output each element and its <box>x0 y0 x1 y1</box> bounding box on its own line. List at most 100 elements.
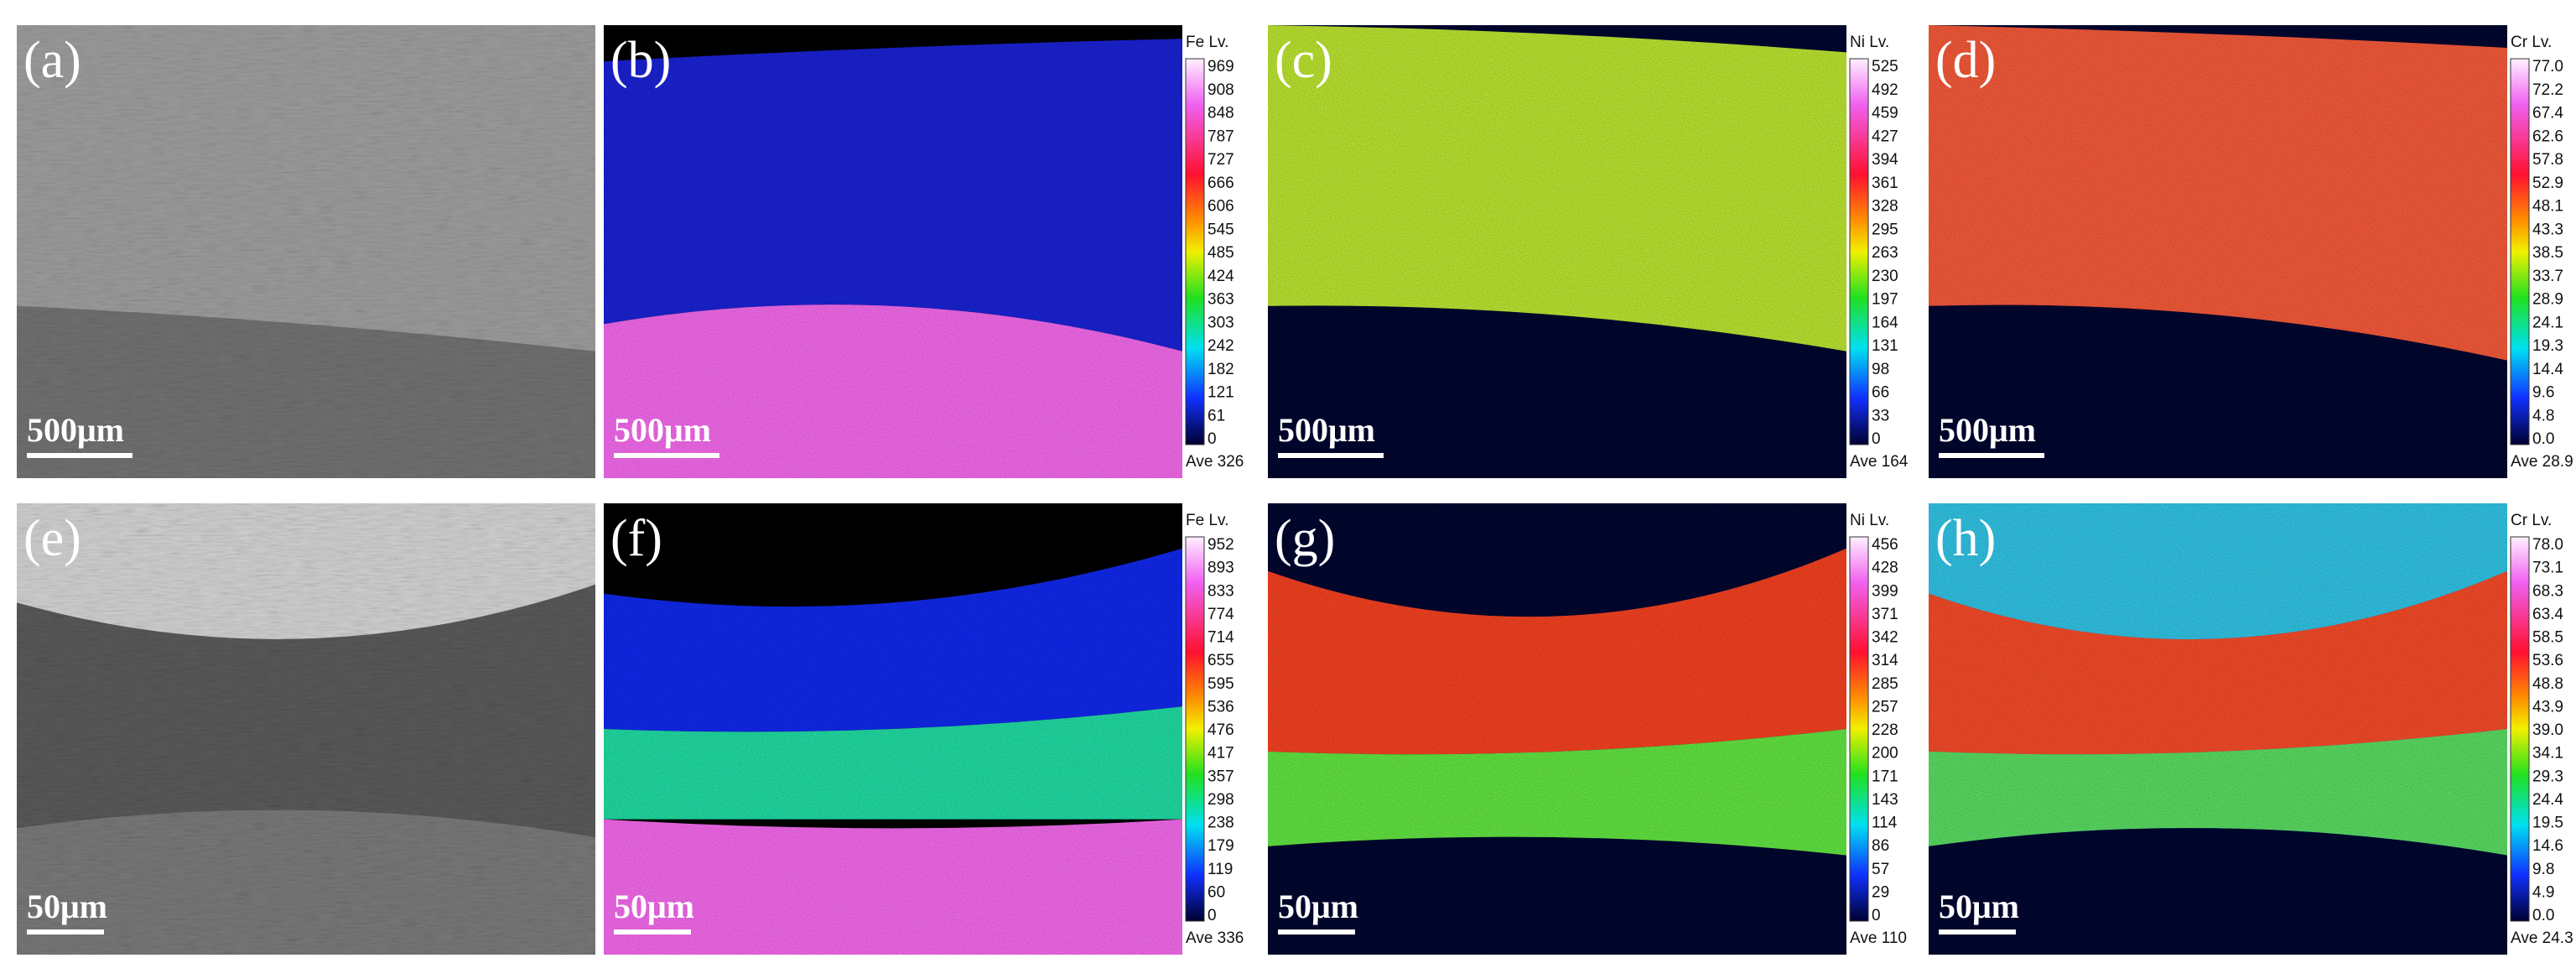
colorbar <box>1185 58 1205 445</box>
colorbar-tick-label: 114 <box>1872 815 1898 832</box>
colorbar-tick-label: 417 <box>1208 745 1234 763</box>
colorbar-tick-label: 787 <box>1208 128 1234 145</box>
colorbar-title: Fe Lv. <box>1186 34 1228 51</box>
colorbar-tick-label: 164 <box>1872 314 1898 331</box>
colorbar-tick-label: 342 <box>1872 629 1898 647</box>
colorbar-tick-label: 536 <box>1208 698 1234 716</box>
colorbar-tick-label: 0.0 <box>2532 430 2554 448</box>
scale-bar-label: 50μm <box>27 888 107 925</box>
colorbar-tick-label: 371 <box>1872 606 1898 623</box>
colorbar-average: Ave 28.9 <box>2511 453 2573 471</box>
scale-bar <box>1939 929 2016 935</box>
colorbar-tick-label: 28.9 <box>2532 291 2563 309</box>
scale-bar <box>27 929 104 935</box>
colorbar-tick-label: 361 <box>1872 174 1898 192</box>
colorbar-tick-label: 200 <box>1872 745 1898 763</box>
panel-label: (d) <box>1935 32 1996 89</box>
colorbar-title: Cr Lv. <box>2511 512 2552 529</box>
colorbar-tick-label: 72.2 <box>2532 81 2563 99</box>
panel: (d) 500μm Cr Lv. 77.0 72.2 67.4 62.6 57.8 52.9 48… <box>1929 25 2573 478</box>
colorbar <box>1185 536 1205 922</box>
colorbar-tick-label: 14.4 <box>2532 361 2563 378</box>
colorbar-tick-label: 197 <box>1872 291 1898 309</box>
panel: (f) 50μm Fe Lv. 952 893 833 774 714 655 595 536 476… <box>604 503 1244 955</box>
colorbar-tick-label: 121 <box>1208 384 1234 402</box>
colorbar-tick-label: 394 <box>1872 151 1898 169</box>
scale-bar-label: 50μm <box>1278 888 1358 925</box>
colorbar-tick-label: 727 <box>1208 151 1234 169</box>
colorbar-tick-label: 78.0 <box>2532 536 2563 554</box>
colorbar-tick-label: 14.6 <box>2532 837 2563 855</box>
colorbar-tick-label: 969 <box>1208 58 1234 75</box>
colorbar-tick-label: 848 <box>1208 105 1234 122</box>
panel: (h) 50μm Cr Lv. 78.0 73.1 68.3 63.4 58.5 53.6 48.… <box>1929 503 2573 955</box>
scale-bar-label: 500μm <box>27 411 124 449</box>
panel: (b) 500μm Fe Lv. 969 908 848 787 727 666 606 545 48… <box>604 25 1244 478</box>
colorbar-tick-label: 0 <box>1872 907 1881 924</box>
speckle <box>1929 503 2507 955</box>
colorbar-title: Fe Lv. <box>1186 512 1228 529</box>
colorbar-average: Ave 336 <box>1186 929 1244 947</box>
colorbar-tick-label: 171 <box>1872 768 1898 785</box>
colorbar-tick-label: 33.7 <box>2532 268 2563 285</box>
colorbar-tick-label: 357 <box>1208 768 1234 785</box>
texture <box>17 503 595 955</box>
colorbar-tick-label: 485 <box>1208 244 1234 262</box>
scale-bar-label: 50μm <box>1939 888 2019 925</box>
colorbar-tick-label: 9.8 <box>2532 861 2554 878</box>
colorbar-tick-label: 48.8 <box>2532 675 2563 693</box>
colorbar-tick-label: 43.9 <box>2532 698 2563 716</box>
colorbar-tick-label: 295 <box>1872 221 1898 238</box>
panel-label: (a) <box>23 32 81 89</box>
colorbar-tick-label: 263 <box>1872 244 1898 262</box>
colorbar-tick-label: 238 <box>1208 815 1234 832</box>
colorbar-tick-label: 29 <box>1872 883 1889 901</box>
colorbar-tick-label: 66 <box>1872 384 1889 402</box>
scale-bar <box>1278 929 1355 935</box>
colorbar-tick-label: 0 <box>1872 430 1881 448</box>
colorbar-tick-label: 68.3 <box>2532 582 2563 600</box>
colorbar-tick-label: 298 <box>1208 791 1234 809</box>
colorbar <box>1849 536 1869 922</box>
colorbar-tick-label: 952 <box>1208 536 1234 554</box>
colorbar-tick-label: 492 <box>1872 81 1898 99</box>
scale-bar <box>27 453 132 458</box>
colorbar-tick-label: 595 <box>1208 675 1234 693</box>
colorbar-tick-label: 525 <box>1872 58 1898 75</box>
panel-label: (e) <box>23 510 81 567</box>
colorbar-tick-label: 4.8 <box>2532 407 2554 424</box>
colorbar-tick-label: 58.5 <box>2532 629 2563 647</box>
panel-label: (b) <box>610 32 671 89</box>
colorbar-tick-label: 833 <box>1208 582 1234 600</box>
colorbar-tick-label: 314 <box>1872 652 1898 669</box>
colorbar-tick-label: 67.4 <box>2532 105 2563 122</box>
colorbar-tick-label: 61 <box>1208 407 1225 424</box>
panel-label: (h) <box>1935 510 1996 567</box>
colorbar-tick-label: 24.1 <box>2532 314 2563 331</box>
panel: (c) 500μm Ni Lv. 525 492 459 427 394 361 328 295 26… <box>1268 25 1909 478</box>
colorbar-tick-label: 714 <box>1208 629 1234 647</box>
colorbar-tick-label: 98 <box>1872 361 1889 378</box>
colorbar-average: Ave 164 <box>1850 453 1909 471</box>
panel: (a) 500μm <box>17 25 595 478</box>
colorbar-tick-label: 182 <box>1208 361 1234 378</box>
colorbar-tick-label: 257 <box>1872 698 1898 716</box>
colorbar-tick-label: 774 <box>1208 606 1234 623</box>
colorbar-tick-label: 38.5 <box>2532 244 2563 262</box>
colorbar-tick-label: 43.3 <box>2532 221 2563 238</box>
colorbar-tick-label: 606 <box>1208 198 1234 216</box>
colorbar-tick-label: 476 <box>1208 721 1234 739</box>
colorbar-tick-label: 73.1 <box>2532 560 2563 577</box>
colorbar-tick-label: 9.6 <box>2532 384 2554 402</box>
panel-label: (f) <box>610 510 662 567</box>
speckle <box>604 25 1182 478</box>
colorbar-tick-label: 131 <box>1872 337 1898 355</box>
colorbar-tick-label: 303 <box>1208 314 1234 331</box>
colorbar-tick-label: 545 <box>1208 221 1234 238</box>
scale-bar-label: 500μm <box>1939 411 2036 449</box>
colorbar-tick-label: 34.1 <box>2532 745 2563 763</box>
colorbar-tick-label: 57 <box>1872 861 1889 878</box>
colorbar <box>2510 58 2530 445</box>
colorbar-tick-label: 456 <box>1872 536 1898 554</box>
